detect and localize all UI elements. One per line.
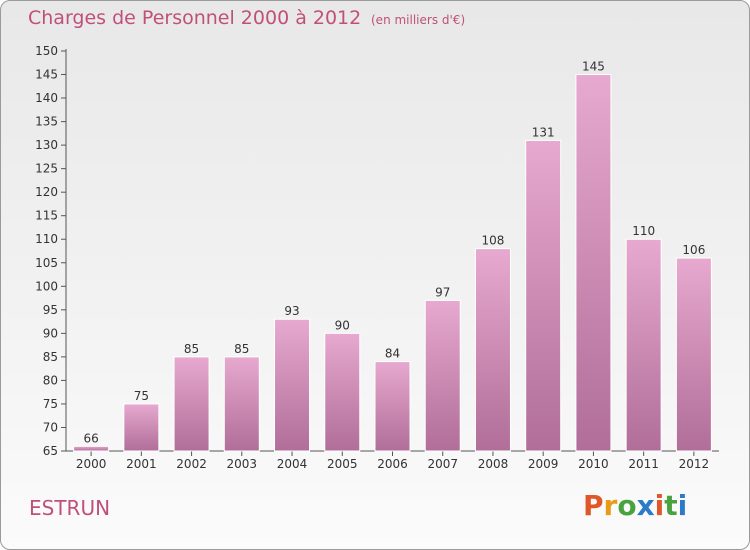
y-tick-label: 120 (35, 185, 58, 199)
bar (525, 139, 562, 452)
data-label: 97 (435, 285, 450, 299)
data-label: 131 (532, 125, 555, 139)
data-label: 106 (682, 243, 705, 257)
y-tick-label: 95 (43, 303, 58, 317)
x-tick-label: 2007 (427, 457, 458, 471)
bar (324, 332, 361, 452)
bar (474, 248, 511, 452)
logo-letter: x (636, 489, 655, 522)
proxiti-logo: Proxiti (583, 489, 687, 522)
bar (374, 361, 411, 452)
bar (424, 299, 461, 452)
y-tick-label: 100 (35, 279, 58, 293)
y-tick-label: 70 (43, 420, 58, 434)
bar (274, 318, 311, 452)
bar (173, 356, 210, 452)
x-tick-label: 2005 (327, 457, 358, 471)
x-tick-label: 2002 (176, 457, 207, 471)
data-label: 85 (234, 342, 249, 356)
logo-letter: o (617, 489, 637, 522)
y-tick-label: 135 (35, 115, 58, 129)
y-tick-label: 85 (43, 350, 58, 364)
data-label: 66 (83, 431, 98, 445)
logo-letter: t (664, 489, 678, 522)
x-tick-label: 2006 (377, 457, 408, 471)
x-tick-label: 2004 (277, 457, 308, 471)
y-tick-label: 90 (43, 326, 58, 340)
y-tick-label: 125 (35, 162, 58, 176)
y-tick-label: 65 (43, 444, 58, 458)
commune-name: ESTRUN (29, 496, 111, 520)
x-tick-label: 2001 (126, 457, 157, 471)
data-label: 90 (335, 318, 350, 332)
logo-letter: i (677, 489, 688, 522)
data-label: 93 (284, 304, 299, 318)
data-label: 75 (134, 389, 149, 403)
bar (223, 356, 260, 452)
chart-subtitle: (en milliers d'€) (371, 13, 466, 27)
bar (675, 257, 712, 452)
y-tick-label: 115 (35, 209, 58, 223)
data-label: 85 (184, 342, 199, 356)
bar (575, 74, 612, 452)
bar (123, 403, 160, 452)
logo-letter: P (583, 489, 604, 522)
data-label: 84 (385, 347, 400, 361)
x-tick-label: 2012 (679, 457, 710, 471)
y-tick-label: 150 (35, 44, 58, 58)
y-tick-label: 130 (35, 138, 58, 152)
x-tick-label: 2000 (76, 457, 107, 471)
data-label: 110 (632, 224, 655, 238)
x-tick-label: 2003 (227, 457, 258, 471)
data-label: 108 (482, 234, 505, 248)
y-tick-label: 140 (35, 91, 58, 105)
y-tick-label: 145 (35, 68, 58, 82)
chart-title: Charges de Personnel 2000 à 2012 (28, 7, 362, 29)
data-label: 145 (582, 60, 605, 74)
logo-letter: i (654, 489, 665, 522)
y-tick-label: 105 (35, 256, 58, 270)
bar (73, 445, 110, 452)
y-tick-label: 75 (43, 397, 58, 411)
x-tick-label: 2008 (478, 457, 509, 471)
bar (625, 238, 662, 452)
x-tick-label: 2011 (628, 457, 659, 471)
y-tick-label: 110 (35, 232, 58, 246)
x-tick-label: 2009 (528, 457, 559, 471)
y-tick-label: 80 (43, 373, 58, 387)
logo-letter: r (603, 489, 618, 522)
x-tick-label: 2010 (578, 457, 609, 471)
